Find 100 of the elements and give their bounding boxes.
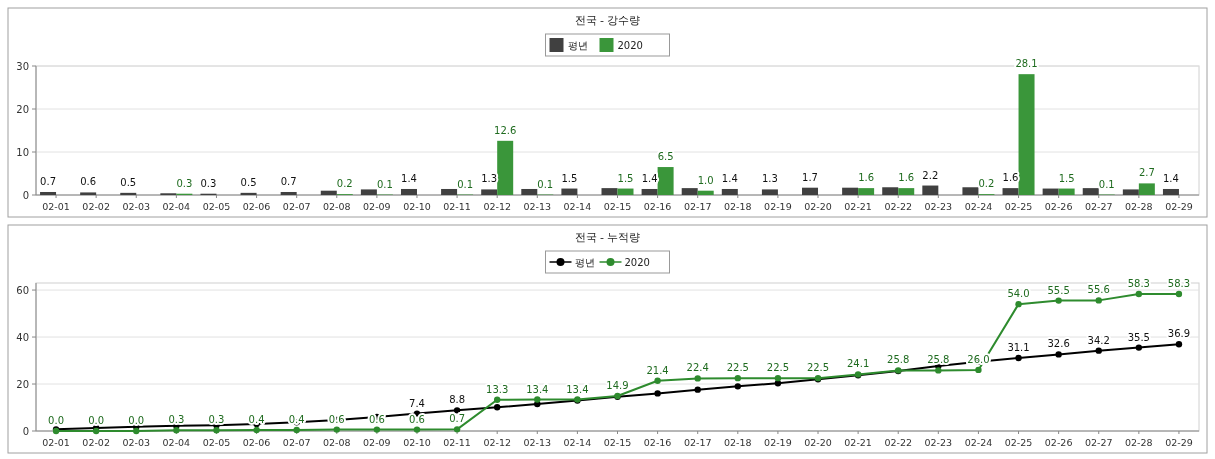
data-label: 58.3 — [1127, 278, 1150, 290]
data-label: 31.1 — [1007, 341, 1030, 353]
x-tick-label: 02-18 — [724, 201, 752, 212]
data-label: 0.5 — [120, 176, 137, 188]
data-label: 0.1 — [457, 178, 474, 190]
data-label: 22.5 — [806, 362, 830, 374]
data-label: 55.5 — [1047, 284, 1070, 296]
data-label: 1.6 — [858, 172, 875, 184]
data-label: 0.5 — [240, 176, 257, 188]
x-tick-label: 02-13 — [523, 201, 552, 212]
x-tick-label: 02-22 — [884, 201, 913, 212]
bar — [922, 185, 939, 195]
point — [1135, 344, 1143, 351]
chart-title: 전국 - 강수량 — [574, 14, 641, 27]
point — [493, 396, 501, 403]
x-tick-label: 02-22 — [884, 437, 913, 448]
data-label: 1.6 — [1002, 172, 1019, 184]
y-tick-label: 40 — [16, 331, 29, 343]
x-tick-label: 02-23 — [924, 437, 953, 448]
point — [935, 367, 942, 374]
bar — [1002, 188, 1019, 195]
bar — [697, 190, 714, 195]
x-tick-label: 02-04 — [162, 201, 191, 212]
legend-label: 평년 — [574, 257, 595, 268]
data-label: 1.3 — [481, 173, 498, 185]
bar — [842, 187, 859, 195]
bar — [521, 188, 538, 195]
x-tick-label: 02-24 — [964, 437, 993, 448]
data-label: 13.4 — [526, 383, 549, 395]
data-label: 12.6 — [494, 124, 517, 136]
data-label: 13.4 — [566, 383, 589, 395]
data-label: 0.0 — [128, 415, 145, 426]
data-label: 1.6 — [898, 172, 915, 184]
point — [654, 377, 661, 384]
data-label: 8.8 — [449, 394, 466, 406]
bar — [40, 191, 57, 195]
data-label: 0.3 — [176, 177, 193, 189]
x-tick-label: 02-16 — [643, 437, 672, 448]
data-label: 1.4 — [1163, 172, 1179, 184]
bar — [858, 188, 875, 195]
data-label: 21.4 — [646, 364, 669, 376]
data-label: 0.1 — [376, 178, 393, 190]
data-label: 55.6 — [1087, 284, 1110, 296]
point — [253, 426, 260, 434]
y-tick-label: 30 — [16, 60, 29, 72]
bar — [617, 188, 634, 195]
x-tick-label: 02-07 — [282, 201, 311, 212]
x-tick-label: 02-08 — [322, 201, 351, 212]
x-tick-label: 02-02 — [82, 201, 110, 212]
x-tick-label: 02-06 — [242, 437, 271, 448]
x-tick-label: 02-15 — [603, 437, 632, 448]
point — [734, 383, 742, 390]
data-label: 0.6 — [80, 176, 97, 188]
bar — [882, 187, 899, 195]
data-label: 0.3 — [208, 414, 225, 426]
bar — [481, 189, 498, 195]
point — [1055, 297, 1062, 304]
x-tick-label: 02-25 — [1004, 201, 1033, 212]
x-tick-label: 02-24 — [964, 201, 993, 212]
x-tick-label: 02-26 — [1044, 201, 1073, 212]
x-tick-label: 02-14 — [563, 201, 592, 212]
point — [975, 366, 982, 374]
bar — [681, 188, 698, 195]
data-label: 0.0 — [88, 415, 105, 426]
data-label: 0.0 — [48, 415, 64, 426]
data-label: 1.5 — [1058, 172, 1075, 184]
x-tick-label: 02-05 — [202, 201, 231, 212]
point — [413, 426, 421, 433]
bar — [497, 140, 514, 195]
x-tick-label: 02-28 — [1125, 201, 1153, 212]
point — [1015, 354, 1022, 362]
y-tick-label: 60 — [16, 284, 29, 296]
bar — [721, 188, 738, 195]
bar — [561, 188, 578, 195]
data-label: 0.7 — [449, 413, 466, 425]
chart-title: 전국 - 누적량 — [574, 231, 641, 244]
y-tick-label: 0 — [22, 425, 29, 437]
data-label: 0.1 — [537, 178, 554, 190]
bar — [1162, 188, 1179, 195]
data-label: 32.6 — [1047, 338, 1070, 350]
x-tick-label: 02-17 — [683, 201, 712, 212]
bar — [1018, 74, 1035, 195]
bar — [657, 167, 674, 195]
x-tick-label: 02-21 — [844, 201, 872, 212]
data-label: 1.4 — [721, 172, 738, 184]
data-label: 0.6 — [409, 413, 425, 425]
x-tick-label: 02-20 — [804, 437, 832, 448]
x-tick-label: 02-03 — [122, 201, 151, 212]
data-label: 0.7 — [40, 175, 56, 187]
data-label: 58.3 — [1167, 278, 1191, 290]
data-label: 14.9 — [606, 380, 629, 391]
x-tick-label: 02-04 — [162, 437, 191, 448]
y-tick-label: 20 — [16, 103, 29, 115]
y-tick-label: 0 — [22, 189, 29, 201]
x-tick-label: 02-28 — [1125, 437, 1153, 448]
bar — [1082, 188, 1099, 195]
x-tick-label: 02-19 — [764, 201, 792, 212]
data-label: 1.5 — [561, 172, 578, 184]
x-tick-label: 02-25 — [1004, 437, 1033, 448]
data-label: 25.8 — [887, 354, 910, 366]
